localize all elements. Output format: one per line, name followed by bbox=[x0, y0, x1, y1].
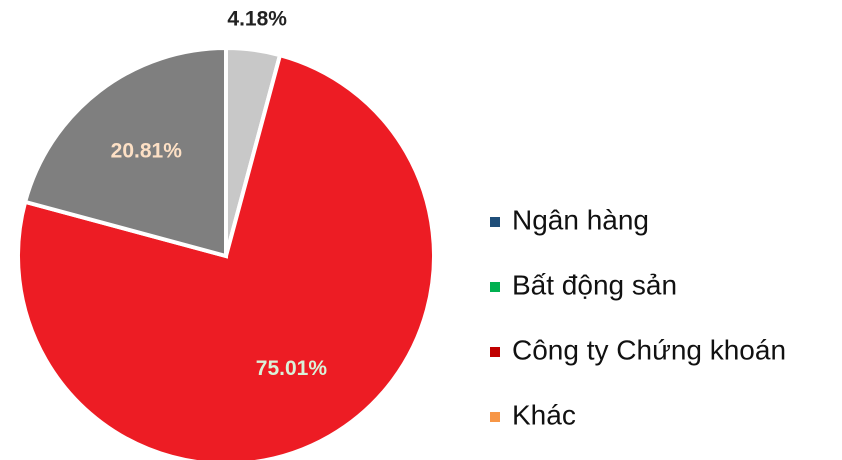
pie-slice bbox=[22, 45, 228, 259]
value-label: 75.01% bbox=[256, 357, 328, 380]
legend-swatch bbox=[490, 217, 500, 227]
legend-swatch bbox=[490, 347, 500, 357]
legend-label: Công ty Chứng khoán bbox=[512, 334, 786, 365]
legend-label: Khác bbox=[512, 399, 576, 430]
legend-label: Ngân hàng bbox=[512, 204, 649, 235]
legend-swatch bbox=[490, 412, 500, 422]
legend-swatch bbox=[490, 282, 500, 292]
value-label: 20.81% bbox=[111, 140, 183, 163]
value-label: 4.18% bbox=[227, 8, 287, 31]
legend-label: Bất động sản bbox=[512, 269, 677, 300]
